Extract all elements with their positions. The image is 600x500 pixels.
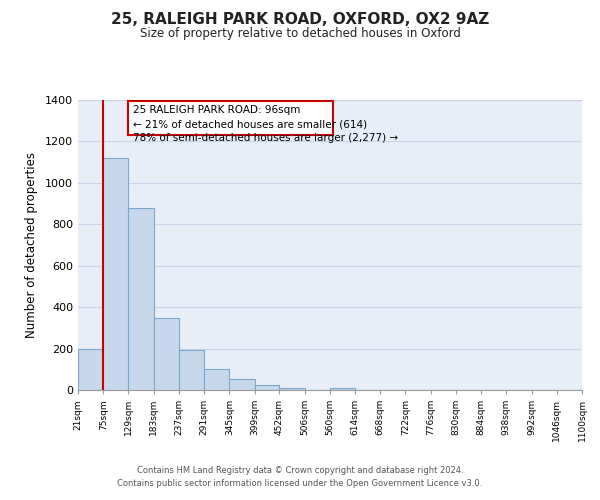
- Text: Contains HM Land Registry data © Crown copyright and database right 2024.
Contai: Contains HM Land Registry data © Crown c…: [118, 466, 482, 487]
- Bar: [229, 378, 254, 390]
- Bar: [204, 370, 229, 390]
- Text: 25, RALEIGH PARK ROAD, OXFORD, OX2 9AZ: 25, RALEIGH PARK ROAD, OXFORD, OX2 9AZ: [111, 12, 489, 28]
- Bar: [154, 318, 179, 390]
- FancyBboxPatch shape: [128, 101, 333, 135]
- Bar: [103, 158, 128, 390]
- Y-axis label: Number of detached properties: Number of detached properties: [25, 152, 38, 338]
- Text: Size of property relative to detached houses in Oxford: Size of property relative to detached ho…: [140, 28, 460, 40]
- Bar: [254, 386, 280, 390]
- Bar: [179, 350, 204, 390]
- Bar: [330, 388, 355, 390]
- Bar: [128, 208, 154, 390]
- Bar: [78, 348, 103, 390]
- Text: 25 RALEIGH PARK ROAD: 96sqm
← 21% of detached houses are smaller (614)
78% of se: 25 RALEIGH PARK ROAD: 96sqm ← 21% of det…: [133, 106, 398, 144]
- Bar: [280, 388, 305, 390]
